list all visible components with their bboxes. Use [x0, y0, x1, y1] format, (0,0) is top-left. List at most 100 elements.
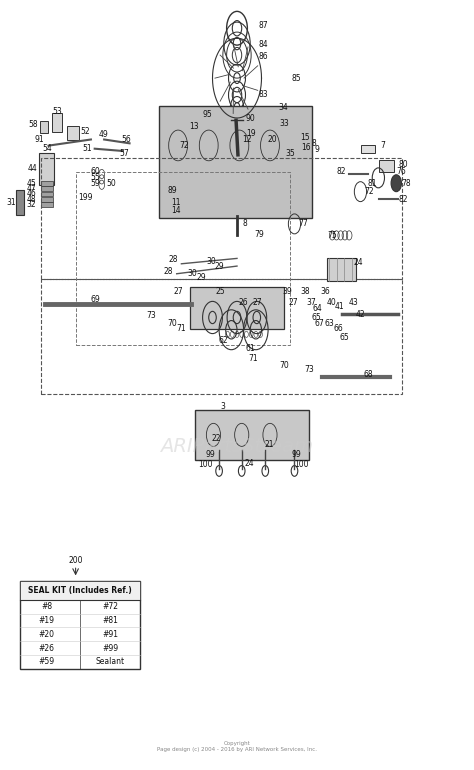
Text: 100: 100 — [199, 460, 213, 469]
Bar — [190, 287, 284, 330]
Text: 73: 73 — [304, 365, 314, 374]
Text: #72: #72 — [102, 602, 118, 611]
Text: 62: 62 — [218, 336, 228, 345]
Text: 43: 43 — [349, 299, 359, 307]
Bar — [20, 581, 140, 600]
Text: 47: 47 — [27, 184, 36, 193]
Text: #81: #81 — [102, 616, 118, 625]
Text: 49: 49 — [98, 130, 108, 139]
Text: 200: 200 — [68, 556, 83, 565]
Bar — [40, 197, 53, 202]
Text: 82: 82 — [337, 167, 346, 176]
Text: 82: 82 — [398, 195, 408, 204]
Text: 33: 33 — [279, 119, 289, 128]
Text: 99: 99 — [292, 450, 301, 459]
Text: 26: 26 — [239, 298, 248, 306]
Bar — [40, 181, 53, 186]
Text: 51: 51 — [83, 144, 92, 153]
Text: 89: 89 — [168, 186, 177, 196]
Text: 71: 71 — [248, 353, 258, 363]
Text: 3: 3 — [220, 402, 225, 411]
Text: 83: 83 — [258, 91, 268, 99]
Bar — [195, 410, 309, 460]
Text: 11: 11 — [171, 198, 181, 207]
Text: 25: 25 — [215, 287, 225, 296]
Text: 48: 48 — [27, 195, 36, 204]
Text: 77: 77 — [298, 219, 308, 229]
Text: 39: 39 — [282, 287, 292, 296]
Text: 7: 7 — [381, 141, 385, 150]
Bar — [159, 106, 312, 218]
Text: 84: 84 — [258, 40, 268, 49]
Text: 30: 30 — [206, 257, 216, 266]
Text: 66: 66 — [333, 323, 343, 333]
Text: 55: 55 — [91, 173, 100, 182]
Text: #8: #8 — [41, 602, 52, 611]
Text: 21: 21 — [264, 440, 274, 450]
Text: #20: #20 — [39, 630, 55, 639]
Text: Copyright
Page design (c) 2004 - 2016 by ARI Network Services, Inc.: Copyright Page design (c) 2004 - 2016 by… — [157, 741, 317, 752]
Text: 80: 80 — [398, 159, 408, 169]
Text: 65: 65 — [311, 313, 321, 322]
Text: SEAL KIT (Includes Ref.): SEAL KIT (Includes Ref.) — [28, 586, 132, 595]
Text: 27: 27 — [253, 298, 263, 306]
Bar — [76, 172, 290, 345]
Text: 37: 37 — [306, 298, 316, 306]
Bar — [40, 192, 53, 196]
Text: #26: #26 — [39, 644, 55, 653]
Text: 58: 58 — [28, 120, 38, 129]
Text: 75: 75 — [328, 231, 337, 240]
Text: 87: 87 — [258, 22, 268, 31]
Text: 28: 28 — [164, 267, 173, 276]
Text: 42: 42 — [356, 310, 365, 319]
Text: 78: 78 — [402, 179, 411, 188]
Text: 95: 95 — [203, 109, 213, 119]
Text: 12: 12 — [243, 135, 252, 144]
Text: 69: 69 — [91, 295, 100, 303]
Text: 14: 14 — [171, 206, 181, 215]
Text: 86: 86 — [258, 52, 268, 61]
Bar — [41, 158, 402, 279]
Bar — [41, 279, 402, 394]
Text: 99: 99 — [206, 450, 216, 459]
Text: 73: 73 — [146, 311, 156, 320]
Text: ARIPartsStream: ARIPartsStream — [160, 437, 314, 456]
Text: 72: 72 — [364, 187, 374, 196]
Bar — [52, 113, 62, 132]
Bar — [17, 190, 24, 215]
Text: 81: 81 — [368, 179, 377, 189]
Text: 8: 8 — [311, 139, 316, 148]
Bar — [67, 126, 79, 140]
Text: 34: 34 — [278, 102, 288, 112]
Bar — [39, 152, 54, 185]
Text: 64: 64 — [312, 304, 322, 313]
Text: 24: 24 — [353, 258, 363, 266]
Text: 53: 53 — [52, 107, 62, 116]
Bar — [39, 122, 48, 133]
Text: 44: 44 — [27, 164, 37, 173]
Text: 29: 29 — [196, 273, 206, 282]
Text: 29: 29 — [214, 262, 224, 270]
Bar — [20, 581, 140, 669]
Text: 79: 79 — [255, 230, 264, 239]
Text: 28: 28 — [168, 256, 178, 264]
Text: 22: 22 — [211, 434, 220, 444]
Text: 9: 9 — [315, 145, 319, 154]
Text: #19: #19 — [39, 616, 55, 625]
Text: 40: 40 — [327, 298, 336, 306]
Text: 31: 31 — [6, 198, 16, 207]
Text: 70: 70 — [167, 319, 177, 328]
Bar — [40, 203, 53, 207]
Text: #99: #99 — [102, 644, 118, 653]
Text: 52: 52 — [81, 126, 90, 136]
Text: 54: 54 — [43, 144, 53, 153]
Bar — [40, 186, 53, 191]
Text: 63: 63 — [324, 319, 334, 328]
Text: 57: 57 — [119, 149, 129, 158]
Circle shape — [391, 175, 401, 192]
Text: 15: 15 — [301, 133, 310, 142]
Text: #59: #59 — [38, 658, 55, 667]
Text: 76: 76 — [396, 167, 406, 176]
Text: 50: 50 — [106, 179, 116, 189]
Text: 8: 8 — [242, 219, 247, 229]
